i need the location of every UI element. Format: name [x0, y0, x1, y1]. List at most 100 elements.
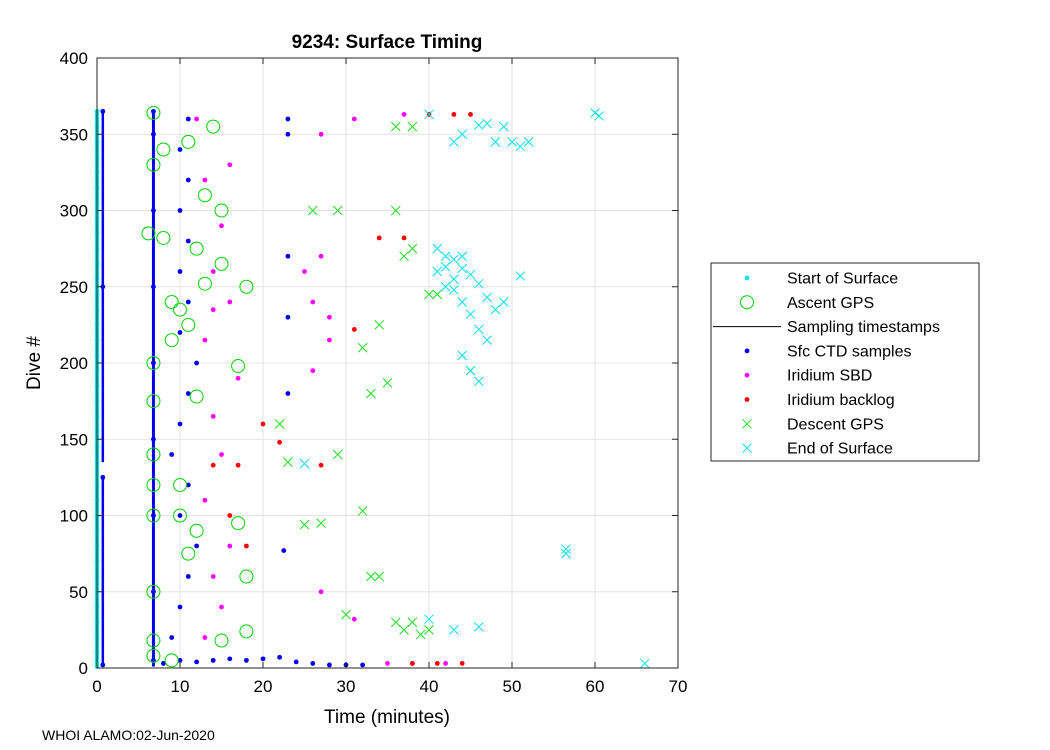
sfc-ctd-samples-point — [327, 662, 332, 668]
legend-marker — [742, 418, 752, 429]
sfc-ctd-samples-point — [177, 269, 183, 274]
ascent-gps-point — [197, 188, 212, 203]
sfc-ctd-samples-point — [151, 513, 156, 518]
end-of-surface-point — [449, 137, 459, 147]
x-tick-label: 0 — [92, 677, 101, 696]
legend-box — [710, 262, 980, 462]
footer-credit: WHOI ALAMO:02-Jun-2020 — [42, 727, 215, 743]
end-of-surface-point — [457, 251, 468, 262]
sfc-ctd-samples-point — [177, 421, 183, 427]
x-axis-ticks: 0 10 20 30 40 50 60 70 — [92, 58, 687, 696]
iridium-sbd-point — [219, 604, 224, 610]
sfc-ctd-samples-point — [260, 656, 266, 662]
iridium-sbd-point — [227, 162, 233, 168]
legend-marker — [742, 443, 752, 453]
y-tick-label: 100 — [60, 507, 88, 526]
end-of-surface-point — [482, 292, 492, 303]
y-tick-label: 200 — [60, 354, 88, 373]
descent-gps-point — [299, 519, 310, 530]
iridium-backlog-point — [468, 112, 473, 117]
sfc-ctd-samples-point — [151, 131, 156, 137]
sfc-ctd-samples-point — [185, 177, 191, 183]
sfc-ctd-samples-point — [227, 656, 233, 662]
descent-gps-point — [374, 571, 385, 582]
sfc-ctd-samples-point — [177, 513, 183, 518]
y-tick-label: 250 — [60, 278, 88, 297]
iridium-backlog-point — [401, 235, 407, 241]
sfc-ctd-samples-point — [100, 108, 106, 114]
end-of-surface-point — [457, 297, 468, 307]
ascent-gps-point — [146, 633, 161, 648]
ascent-gps-point — [231, 359, 246, 374]
ascent-gps-point — [189, 389, 204, 404]
sfc-ctd-samples-point — [177, 208, 183, 213]
iridium-sbd-point — [210, 574, 216, 579]
chart-title: 9234: Surface Timing — [292, 32, 483, 53]
legend-marker — [740, 295, 754, 310]
descent-gps-point — [415, 629, 426, 640]
ascent-gps-point — [181, 134, 196, 149]
ascent-gps-point — [214, 256, 229, 271]
x-axis-label: Time (minutes) — [324, 707, 450, 728]
sfc-ctd-samples-point — [161, 661, 166, 666]
ascent-gps-point — [231, 516, 246, 531]
end-of-surface-point — [440, 262, 451, 272]
ascent-gps-point — [146, 584, 161, 599]
x-tick-label: 30 — [337, 677, 356, 696]
descent-gps-point — [316, 518, 326, 528]
end-of-surface-point — [498, 297, 509, 307]
end-of-surface-point — [639, 658, 650, 669]
descent-gps-point — [357, 506, 368, 516]
iridium-backlog-point — [235, 462, 241, 468]
descent-gps-point — [407, 617, 418, 628]
descent-gps-point — [357, 342, 368, 353]
iridium-backlog-point — [376, 235, 382, 241]
end-of-surface-point — [449, 274, 459, 284]
end-of-surface-point — [515, 141, 526, 152]
iridium-backlog-point — [244, 543, 249, 549]
descent-gps-point — [332, 449, 343, 460]
sfc-ctd-samples-point — [151, 284, 156, 290]
iridium-sbd-point — [235, 375, 241, 381]
sfc-ctd-samples-point — [151, 657, 156, 663]
descent-gps-point — [424, 625, 434, 635]
ascent-gps-point — [164, 295, 179, 309]
legend-label: Ascent GPS — [787, 295, 874, 312]
ascent-gps-point — [197, 276, 212, 291]
sfc-ctd-samples-point — [169, 635, 175, 640]
ascent-gps-point — [173, 302, 187, 317]
sfc-ctd-samples-point — [151, 589, 156, 595]
descent-gps-point — [407, 121, 418, 132]
legend-label: Start of Surface — [787, 271, 898, 288]
sfc-ctd-samples-point — [185, 391, 191, 396]
descent-gps-point — [274, 419, 285, 429]
iridium-backlog-point — [351, 327, 357, 332]
iridium-backlog-point — [459, 661, 465, 666]
sfc-ctd-samples-point — [293, 659, 299, 665]
end-of-surface-point — [561, 548, 571, 559]
sfc-ctd-samples-point — [194, 543, 200, 549]
iridium-backlog-point — [210, 462, 216, 468]
end-of-surface-point — [482, 118, 492, 129]
ascent-gps-point — [164, 653, 179, 668]
descent-gps-point — [407, 243, 418, 254]
iridium-backlog-point — [260, 421, 266, 427]
ascent-gps-point — [239, 569, 254, 584]
legend-label: Iridium backlog — [787, 392, 895, 409]
iridium-sbd-point — [202, 177, 208, 183]
iridium-sbd-point — [318, 253, 324, 259]
end-of-surface-point — [482, 335, 492, 345]
iridium-backlog-point — [227, 513, 233, 518]
end-of-surface-point — [490, 137, 501, 147]
end-of-surface-point — [473, 376, 484, 387]
ascent-gps-point — [146, 157, 161, 172]
sfc-ctd-samples-point — [277, 654, 282, 660]
iridium-sbd-point — [443, 661, 448, 666]
end-of-surface-point — [465, 269, 476, 280]
plot-area — [94, 105, 650, 669]
x-tick-label: 40 — [420, 677, 439, 696]
descent-gps-point — [399, 625, 409, 635]
descent-gps-point — [432, 289, 443, 300]
iridium-sbd-point — [302, 269, 307, 274]
iridium-backlog-point — [318, 462, 324, 468]
